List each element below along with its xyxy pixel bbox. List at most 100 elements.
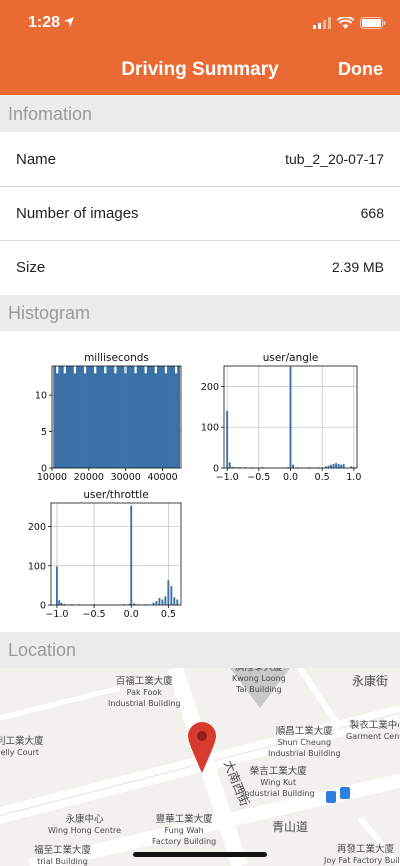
- x-tick-label: 40000: [147, 472, 177, 483]
- status-time: 1:28: [28, 14, 61, 31]
- map-pin-icon[interactable]: [188, 722, 216, 773]
- info-row-images: Number of images 668: [0, 187, 400, 241]
- histogram-bar: [177, 366, 181, 468]
- bus-stop-icon: [326, 787, 350, 803]
- done-button[interactable]: Done: [338, 59, 383, 79]
- x-tick-label: 0.5: [315, 472, 330, 483]
- histogram-bar: [144, 373, 148, 468]
- histogram-bar: [139, 366, 143, 468]
- histogram-bar: [327, 465, 330, 468]
- map-label-sub: Kwong Loong: [232, 674, 286, 683]
- histogram-bar: [167, 366, 170, 468]
- histogram-bar: [131, 366, 135, 468]
- histogram-bar: [65, 366, 69, 468]
- histogram-bar: [93, 373, 97, 468]
- histogram-bar: [101, 366, 105, 468]
- map-label: 永康中心 Wing Hong Centre: [48, 814, 121, 836]
- histogram-bar: [335, 463, 338, 468]
- map-label: 百福工業大廈 Pak Fook Industrial Building: [108, 676, 181, 709]
- histogram-bar: [337, 463, 340, 468]
- histogram-bar: [231, 466, 234, 468]
- map-label-sub: Wing Hong Centre: [48, 826, 121, 835]
- histogram-bar: [332, 463, 335, 468]
- histogram-bar: [149, 366, 153, 468]
- histogram-bar: [96, 366, 100, 468]
- map-label-title: 青山道: [272, 820, 309, 834]
- histogram-bar: [58, 366, 62, 468]
- y-tick-label: 0: [40, 601, 46, 612]
- info-value: tub_2_20-07-17: [285, 151, 384, 167]
- map-label-sub: trial Building: [37, 857, 88, 866]
- info-label: Size: [16, 259, 46, 276]
- x-tick-label: −0.5: [83, 609, 106, 620]
- histogram-bar: [297, 467, 300, 468]
- map-label: 永康街: [352, 674, 389, 688]
- histogram-bar: [151, 366, 155, 468]
- y-tick-label: 10: [35, 391, 47, 402]
- map-label: 青山道: [272, 820, 309, 834]
- histogram-bar: [261, 467, 264, 468]
- x-tick-label: 10000: [37, 472, 67, 483]
- status-bar: 1:28: [0, 0, 400, 44]
- y-tick-label: 100: [28, 561, 46, 572]
- histogram-bar: [164, 596, 167, 605]
- histogram-bar: [116, 366, 120, 468]
- home-indicator: [133, 852, 267, 857]
- histogram-bar: [342, 463, 345, 468]
- histogram-bar: [146, 366, 150, 468]
- map-label-sub: Shun Cheung: [277, 738, 332, 747]
- histogram-panel: 10000 20000 30000 40000 0 5 10 milliseconds −1.0…: [0, 332, 400, 632]
- location-arrow-icon: [64, 17, 74, 27]
- map-label: 製衣工業中心Garment Centre: [346, 720, 400, 742]
- histogram-bar: [86, 366, 89, 468]
- map-label: 廣隆泰大廈Kwong Loong Tai Building: [232, 668, 286, 695]
- map-label: 再發工業大廈 Joy Fat Factory Buildi: [324, 844, 400, 866]
- map-label-title: 榮吉工業大廈: [249, 766, 307, 777]
- histogram-bar: [78, 366, 82, 468]
- y-tick-label: 200: [201, 382, 219, 393]
- histogram-bar: [81, 366, 84, 468]
- histogram-bar: [325, 466, 327, 468]
- histogram-bar: [60, 602, 63, 605]
- x-tick-label: 0.0: [283, 472, 298, 483]
- y-tick-label: 0: [41, 464, 47, 475]
- histogram-bar: [292, 464, 294, 468]
- histogram-bar: [134, 373, 138, 468]
- histogram-bar: [56, 566, 58, 605]
- section-header-info: Infomation: [0, 96, 400, 132]
- x-tick-label: 20000: [74, 472, 104, 483]
- histogram-bar: [141, 366, 145, 468]
- histogram-bar: [154, 373, 158, 468]
- histogram-bar: [158, 597, 161, 605]
- histogram-bar: [340, 464, 343, 468]
- histogram-bar: [119, 366, 122, 468]
- map-label-title: 福至工業大廈: [34, 845, 92, 856]
- chart-title: user/throttle: [83, 489, 148, 501]
- histogram-bar: [106, 366, 110, 468]
- battery-icon: [360, 17, 386, 29]
- info-value: 668: [360, 205, 384, 221]
- histogram-bar: [91, 366, 95, 468]
- nav-header: 1:28 Driving Summary Done: [0, 0, 400, 95]
- histogram-bar: [164, 373, 168, 468]
- map-label-title: 豐華工業大廈: [155, 814, 213, 825]
- map-label-title: 永康中心: [65, 814, 104, 825]
- histogram-bar: [108, 366, 112, 468]
- map-label-title: 永康街: [352, 674, 389, 688]
- map-label-sub: Fung Wah: [164, 826, 204, 835]
- chart-title: user/angle: [263, 352, 319, 364]
- histogram-bar: [161, 599, 164, 605]
- map-label-title: 製衣工業中心: [349, 720, 400, 731]
- histogram-bar: [126, 366, 130, 468]
- histogram-bar: [170, 586, 173, 605]
- map-label-sub: Pak Fook: [126, 688, 162, 697]
- x-tick-label: 0.5: [161, 609, 176, 620]
- map-label-sub: elly Court: [0, 748, 40, 757]
- histogram-bar: [174, 373, 178, 468]
- map-label-sub: Joy Fat Factory Buildi: [324, 856, 400, 865]
- histogram-bar: [289, 366, 292, 468]
- x-tick-label: 30000: [111, 472, 141, 483]
- map-label-sub: Industrial Building: [268, 749, 341, 758]
- map-canvas[interactable]: [0, 668, 400, 866]
